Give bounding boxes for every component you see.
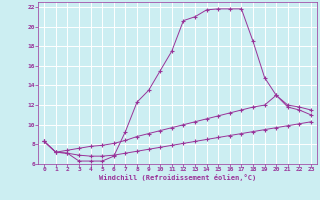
X-axis label: Windchill (Refroidissement éolien,°C): Windchill (Refroidissement éolien,°C) bbox=[99, 174, 256, 181]
